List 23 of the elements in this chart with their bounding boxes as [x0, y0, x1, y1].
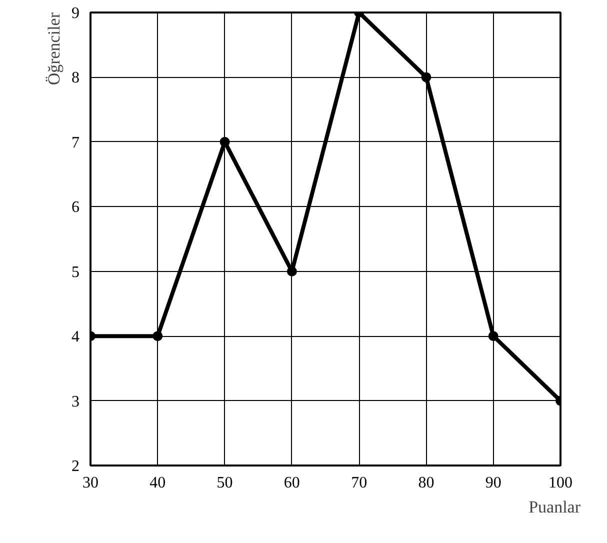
- y-tick-label: 5: [72, 264, 80, 281]
- point: [286, 266, 297, 276]
- x-tick-label: 80: [418, 474, 434, 492]
- y-tick-label: 3: [72, 393, 80, 410]
- x-tick-label: 40: [150, 474, 166, 492]
- y-axis-title: Öğrenciler: [44, 12, 64, 86]
- y-tick-label: 6: [72, 199, 80, 216]
- y-tick-label: 9: [72, 5, 80, 22]
- y-tick-label: 8: [72, 70, 80, 87]
- y-tick-label: 2: [72, 458, 80, 475]
- x-tick-label: 70: [351, 474, 368, 492]
- x-tick-label: 50: [216, 474, 233, 492]
- y-tick-label: 4: [72, 328, 80, 346]
- x-tick-label: 90: [485, 474, 502, 492]
- point: [152, 331, 163, 342]
- x-tick-label: 60: [284, 474, 300, 492]
- point: [421, 72, 432, 82]
- x-tick-label: 30: [82, 474, 98, 492]
- y-tick-label: 7: [72, 134, 80, 152]
- point: [488, 331, 498, 342]
- x-tick-label: 100: [548, 474, 572, 492]
- x-axis-title: Puanlar: [528, 498, 581, 516]
- point: [220, 136, 230, 147]
